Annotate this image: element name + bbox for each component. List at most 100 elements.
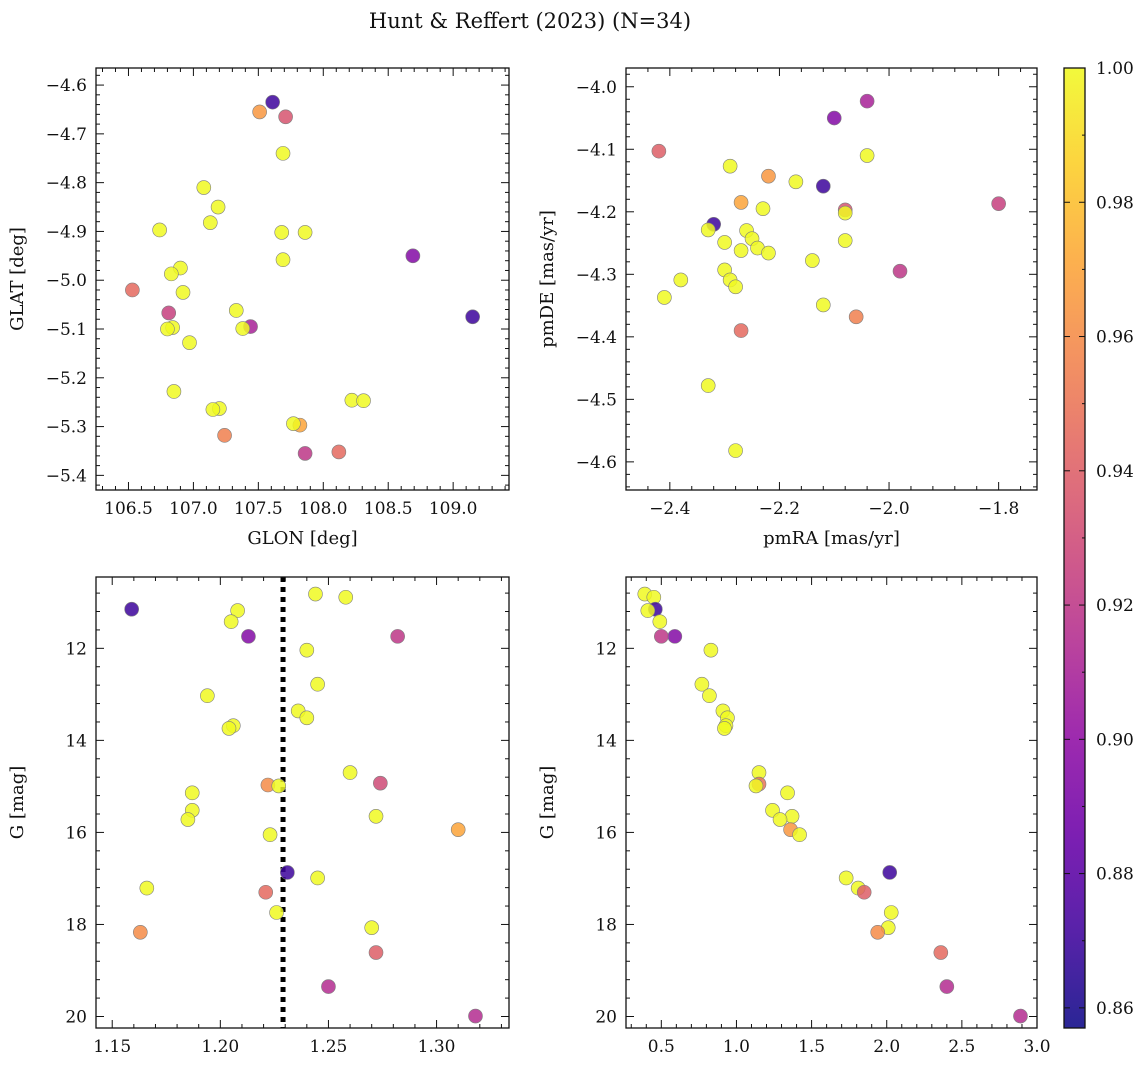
scatter-point (124, 601, 139, 617)
scatter-point (202, 215, 218, 230)
scatter-point (269, 905, 284, 920)
y-tick-label: 14 (65, 731, 87, 751)
x-axis-label: pmRA [mas/yr] (763, 528, 900, 549)
scatter-point (299, 642, 315, 658)
scatter-point (733, 243, 749, 258)
y-tick-label: −4.6 (576, 453, 617, 473)
panel-3: 1.151.201.251.301214161820Plx [mas]G [ma… (7, 576, 510, 1067)
scatter-point (657, 290, 672, 305)
scatter-point (182, 335, 197, 350)
panel-1: 106.5 107.0 107.5 108.0 108.5 109.0 −4.6 −4.7 −4… (7, 67, 510, 549)
scatter-point (728, 279, 743, 295)
y-tick-label: −4.3 (576, 265, 617, 285)
scatter-point (733, 323, 749, 338)
x-tick-label: −2.2 (759, 499, 800, 519)
scatter-point (450, 822, 466, 837)
scatter-point (205, 402, 221, 417)
scatter-point (342, 765, 358, 780)
x-tick-label: 106.5 (104, 499, 153, 519)
scatter-point (652, 614, 668, 629)
scatter-point (297, 225, 313, 240)
y-tick-label: −4.5 (576, 390, 617, 410)
scatter-point (139, 880, 155, 896)
scatter-point (364, 920, 379, 935)
scatter-point (133, 924, 148, 940)
panel-4: 0.51.01.52.02.53.01214161820BP-RP [mag]G… (537, 576, 1051, 1067)
scatter-point (152, 222, 167, 238)
x-tick-label: 2.0 (873, 1037, 900, 1057)
scatter-point (1013, 1008, 1028, 1024)
y-tick-label: 20 (65, 1007, 87, 1027)
points-group (124, 586, 483, 1024)
scatter-point (826, 110, 842, 126)
scatter-point (184, 785, 200, 801)
y-tick-label: −5.3 (46, 418, 87, 438)
scatter-point (838, 870, 854, 886)
scatter-point (338, 589, 354, 605)
scatter-point (883, 905, 899, 920)
scatter-point (331, 444, 347, 460)
scatter-point (196, 180, 212, 195)
scatter-point (271, 778, 287, 794)
scatter-point (892, 263, 908, 279)
scatter-point (217, 428, 232, 443)
scatter-point (654, 629, 669, 644)
colorbar-tick-label: 0.86 (1096, 999, 1134, 1019)
x-tick-label: 107.0 (169, 499, 218, 519)
scatter-point (788, 174, 804, 190)
scatter-point (859, 148, 875, 163)
scatter-point (882, 865, 898, 880)
scatter-point (275, 146, 291, 161)
scatter-point (717, 721, 732, 736)
scatter-panels: 106.5 107.0 107.5 108.0 108.5 109.0 −4.6 −4.7 −4… (7, 67, 1051, 1067)
scatter-point (274, 225, 290, 240)
y-tick-label: −4.0 (576, 78, 617, 98)
x-tick-label: 1.20 (201, 1037, 239, 1057)
x-tick-label: 1.25 (310, 1037, 348, 1057)
x-tick-label: 0.5 (648, 1037, 675, 1057)
colorbar-fill (1064, 68, 1085, 1028)
scatter-point (991, 196, 1006, 211)
colorbar-tick-label: 0.90 (1096, 730, 1134, 750)
scatter-point (792, 827, 807, 843)
y-tick-label: 16 (65, 823, 87, 843)
scatter-point (805, 253, 820, 268)
scatter-point (252, 104, 267, 120)
scatter-point (848, 309, 864, 325)
y-axis-label: GLAT [deg] (7, 227, 28, 331)
panel-frame (95, 67, 510, 491)
scatter-point (280, 865, 295, 880)
y-axis-label: G [mag] (7, 766, 28, 839)
scatter-point (780, 785, 795, 801)
scatter-point (939, 979, 955, 994)
x-tick-label: −2.0 (868, 499, 909, 519)
x-tick-label: 1.0 (723, 1037, 750, 1057)
scatter-point (368, 945, 384, 960)
y-tick-label: 18 (65, 915, 87, 935)
scatter-point (859, 93, 875, 109)
y-tick-label: −4.6 (46, 76, 87, 96)
scatter-point (933, 945, 949, 960)
panel-frame (625, 576, 1038, 1029)
scatter-point (815, 297, 831, 313)
colorbar-tick-label: 0.96 (1096, 328, 1134, 348)
scatter-point (310, 676, 325, 692)
y-tick-label: 12 (65, 639, 87, 659)
colorbar-frame (1063, 67, 1086, 1029)
scatter-point (870, 924, 886, 940)
scatter-point (308, 586, 323, 602)
scatter-point (278, 109, 293, 125)
scatter-point (125, 282, 140, 298)
points-group (651, 93, 1006, 458)
y-axis-label: pmDE [mas/yr] (537, 210, 558, 348)
scatter-point (262, 827, 278, 843)
scatter-point (465, 309, 480, 325)
y-tick-label: 18 (595, 915, 617, 935)
colorbar-tick-label: 0.98 (1096, 193, 1134, 213)
scatter-point (223, 614, 239, 629)
panel-frame (625, 67, 1038, 491)
panel-frame (95, 576, 510, 1029)
x-tick-label: 3.0 (1023, 1037, 1050, 1057)
scatter-point (651, 143, 667, 159)
x-axis-label: GLON [deg] (247, 528, 357, 549)
